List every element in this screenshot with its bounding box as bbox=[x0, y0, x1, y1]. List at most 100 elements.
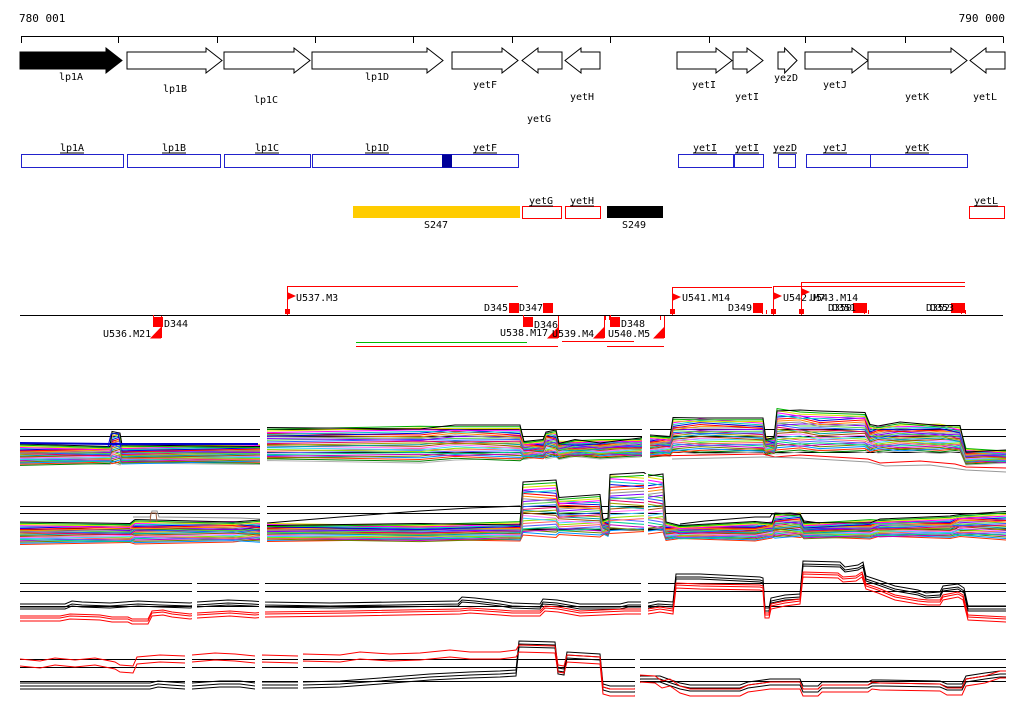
gene-arrow-label: lp1C bbox=[254, 95, 278, 106]
gene-arrow-yetF[interactable] bbox=[451, 46, 519, 75]
marker-label[interactable]: D345 bbox=[484, 303, 508, 314]
marker-label[interactable]: D349 bbox=[728, 303, 752, 314]
marker-label[interactable]: D352 bbox=[926, 303, 950, 314]
gene-box[interactable] bbox=[734, 154, 764, 168]
marker-square-D346[interactable] bbox=[523, 317, 533, 327]
gene-box-label[interactable]: yetF bbox=[473, 143, 497, 154]
segment-box-yetG[interactable] bbox=[522, 206, 562, 219]
gene-box[interactable] bbox=[21, 154, 124, 168]
probe-gap-mask bbox=[642, 400, 650, 474]
gene-box[interactable] bbox=[678, 154, 734, 168]
gene-arrow-lp1A[interactable] bbox=[19, 46, 123, 75]
segment-label: S247 bbox=[424, 220, 448, 231]
marker-label[interactable]: D353 bbox=[930, 303, 954, 314]
flag-base bbox=[771, 309, 776, 314]
segment-box-yetL[interactable] bbox=[969, 206, 1005, 219]
gene-box[interactable] bbox=[312, 154, 519, 168]
marker-triangle-U539.M4[interactable]: U539.M4 bbox=[552, 316, 605, 340]
marker-label[interactable]: U540.M5 bbox=[608, 329, 650, 340]
gene-arrow-yetG[interactable] bbox=[521, 46, 563, 75]
triangle-icon bbox=[547, 327, 558, 339]
marker-label[interactable]: U539.M4 bbox=[552, 329, 594, 340]
probe-gap-mask bbox=[255, 630, 262, 710]
flag-pennant-icon bbox=[773, 292, 782, 300]
gene-arrow-yetK[interactable] bbox=[867, 46, 968, 75]
signal-bundle-line bbox=[19, 473, 1007, 528]
marker-label[interactable]: U541.M14 bbox=[682, 293, 730, 304]
marker-label[interactable]: U543.M14 bbox=[810, 293, 858, 304]
gene-box-label[interactable]: yetI bbox=[693, 143, 717, 154]
marker-square-D345[interactable] bbox=[509, 303, 519, 313]
marker-flag-U543.M14[interactable]: U543.M14 bbox=[799, 282, 858, 315]
gene-arrow-lp1D[interactable] bbox=[311, 46, 444, 75]
marker-label[interactable]: U536.M21 bbox=[103, 329, 151, 340]
gene-arrow-yetJ[interactable] bbox=[804, 46, 869, 75]
marker-label[interactable]: D346 bbox=[534, 320, 558, 331]
signal-extra-line bbox=[107, 432, 122, 448]
gene-arrow-yetI[interactable] bbox=[732, 46, 764, 75]
gene-box-label[interactable]: yezD bbox=[773, 143, 797, 154]
marker-flag-U541.M14[interactable]: U541.M14 bbox=[670, 287, 730, 315]
marker-label[interactable]: D350 bbox=[828, 303, 852, 314]
marker-square-D353[interactable] bbox=[955, 303, 965, 313]
gene-box-label[interactable]: lp1A bbox=[60, 143, 84, 154]
gene-arrow-lp1B[interactable] bbox=[126, 46, 223, 75]
gene-arrow-track: lp1A lp1B lp1C lp1D yetF yetG yetH yetI yetI yezD… bbox=[19, 46, 1006, 125]
marker-square-D344[interactable] bbox=[153, 317, 163, 327]
track-panel-2 bbox=[19, 471, 1007, 556]
signal-line bbox=[19, 651, 1006, 697]
segment-label[interactable]: yetH bbox=[570, 196, 594, 207]
signal-line bbox=[19, 644, 1006, 690]
marker-square-D349[interactable] bbox=[753, 303, 763, 313]
marker-label[interactable]: D351 bbox=[832, 303, 856, 314]
gene-box-label[interactable]: yetJ bbox=[823, 143, 847, 154]
marker-triangle-U538.M17[interactable]: U538.M17 bbox=[500, 316, 559, 339]
marker-square-D351[interactable] bbox=[857, 303, 867, 313]
gene-arrow-yetI[interactable] bbox=[676, 46, 733, 75]
track-panel-4 bbox=[19, 630, 1006, 710]
gene-box[interactable] bbox=[870, 154, 968, 168]
gene-arrow-yezD[interactable] bbox=[777, 46, 798, 75]
gene-arrow-yetL[interactable] bbox=[969, 46, 1006, 75]
segment-box-yetH[interactable] bbox=[565, 206, 601, 219]
gene-arrow-yetH[interactable] bbox=[564, 46, 601, 75]
marker-label[interactable]: D348 bbox=[621, 319, 645, 330]
gene-box-label[interactable]: lp1D bbox=[365, 143, 389, 154]
flag-base bbox=[285, 309, 290, 314]
gene-box[interactable] bbox=[806, 154, 871, 168]
gene-box-label[interactable]: yetI bbox=[735, 143, 759, 154]
segment-label[interactable]: yetL bbox=[974, 196, 998, 207]
gene-box-label[interactable]: lp1C bbox=[255, 143, 279, 154]
marker-label[interactable]: U538.M17 bbox=[500, 328, 548, 339]
signal-extra-line bbox=[133, 510, 261, 520]
segment-label[interactable]: yetG bbox=[529, 196, 553, 207]
segment-bar-S247[interactable] bbox=[353, 206, 520, 218]
gene-arrow-label: lp1A bbox=[59, 72, 83, 83]
signal-extra-line bbox=[649, 453, 1007, 469]
signal-line bbox=[20, 563, 1006, 612]
probe-gap-mask bbox=[260, 400, 267, 474]
gene-box[interactable] bbox=[224, 154, 311, 168]
marker-triangle-U536.M21[interactable]: U536.M21 bbox=[103, 316, 162, 340]
segment-bar-S249[interactable] bbox=[607, 206, 663, 218]
gene-box-label[interactable]: lp1B bbox=[162, 143, 186, 154]
marker-label[interactable]: D344 bbox=[164, 319, 188, 330]
marker-label[interactable]: U542.M7 bbox=[783, 293, 825, 304]
gene-arrow-label: yetK bbox=[905, 92, 929, 103]
gene-box[interactable] bbox=[127, 154, 221, 168]
marker-label[interactable]: U537.M3 bbox=[296, 293, 338, 304]
gene-box-label[interactable]: yetK bbox=[905, 143, 929, 154]
marker-square-D348[interactable] bbox=[610, 317, 620, 327]
marker-flag-U542.M7[interactable]: U542.M7 bbox=[771, 286, 825, 315]
gene-arrow-label: yetH bbox=[570, 92, 594, 103]
gene-box[interactable] bbox=[778, 154, 796, 168]
flag-pennant-icon bbox=[287, 292, 296, 300]
marker-square-D347[interactable] bbox=[543, 303, 553, 313]
gene-arrow-lp1C[interactable] bbox=[223, 46, 311, 75]
triangle-icon bbox=[150, 327, 161, 339]
marker-label[interactable]: D347 bbox=[519, 303, 543, 314]
segment-label: S249 bbox=[622, 220, 646, 231]
marker-flag-U537.M3[interactable]: U537.M3 bbox=[285, 286, 338, 315]
ruler-end-label: 790 000 bbox=[958, 12, 1005, 25]
